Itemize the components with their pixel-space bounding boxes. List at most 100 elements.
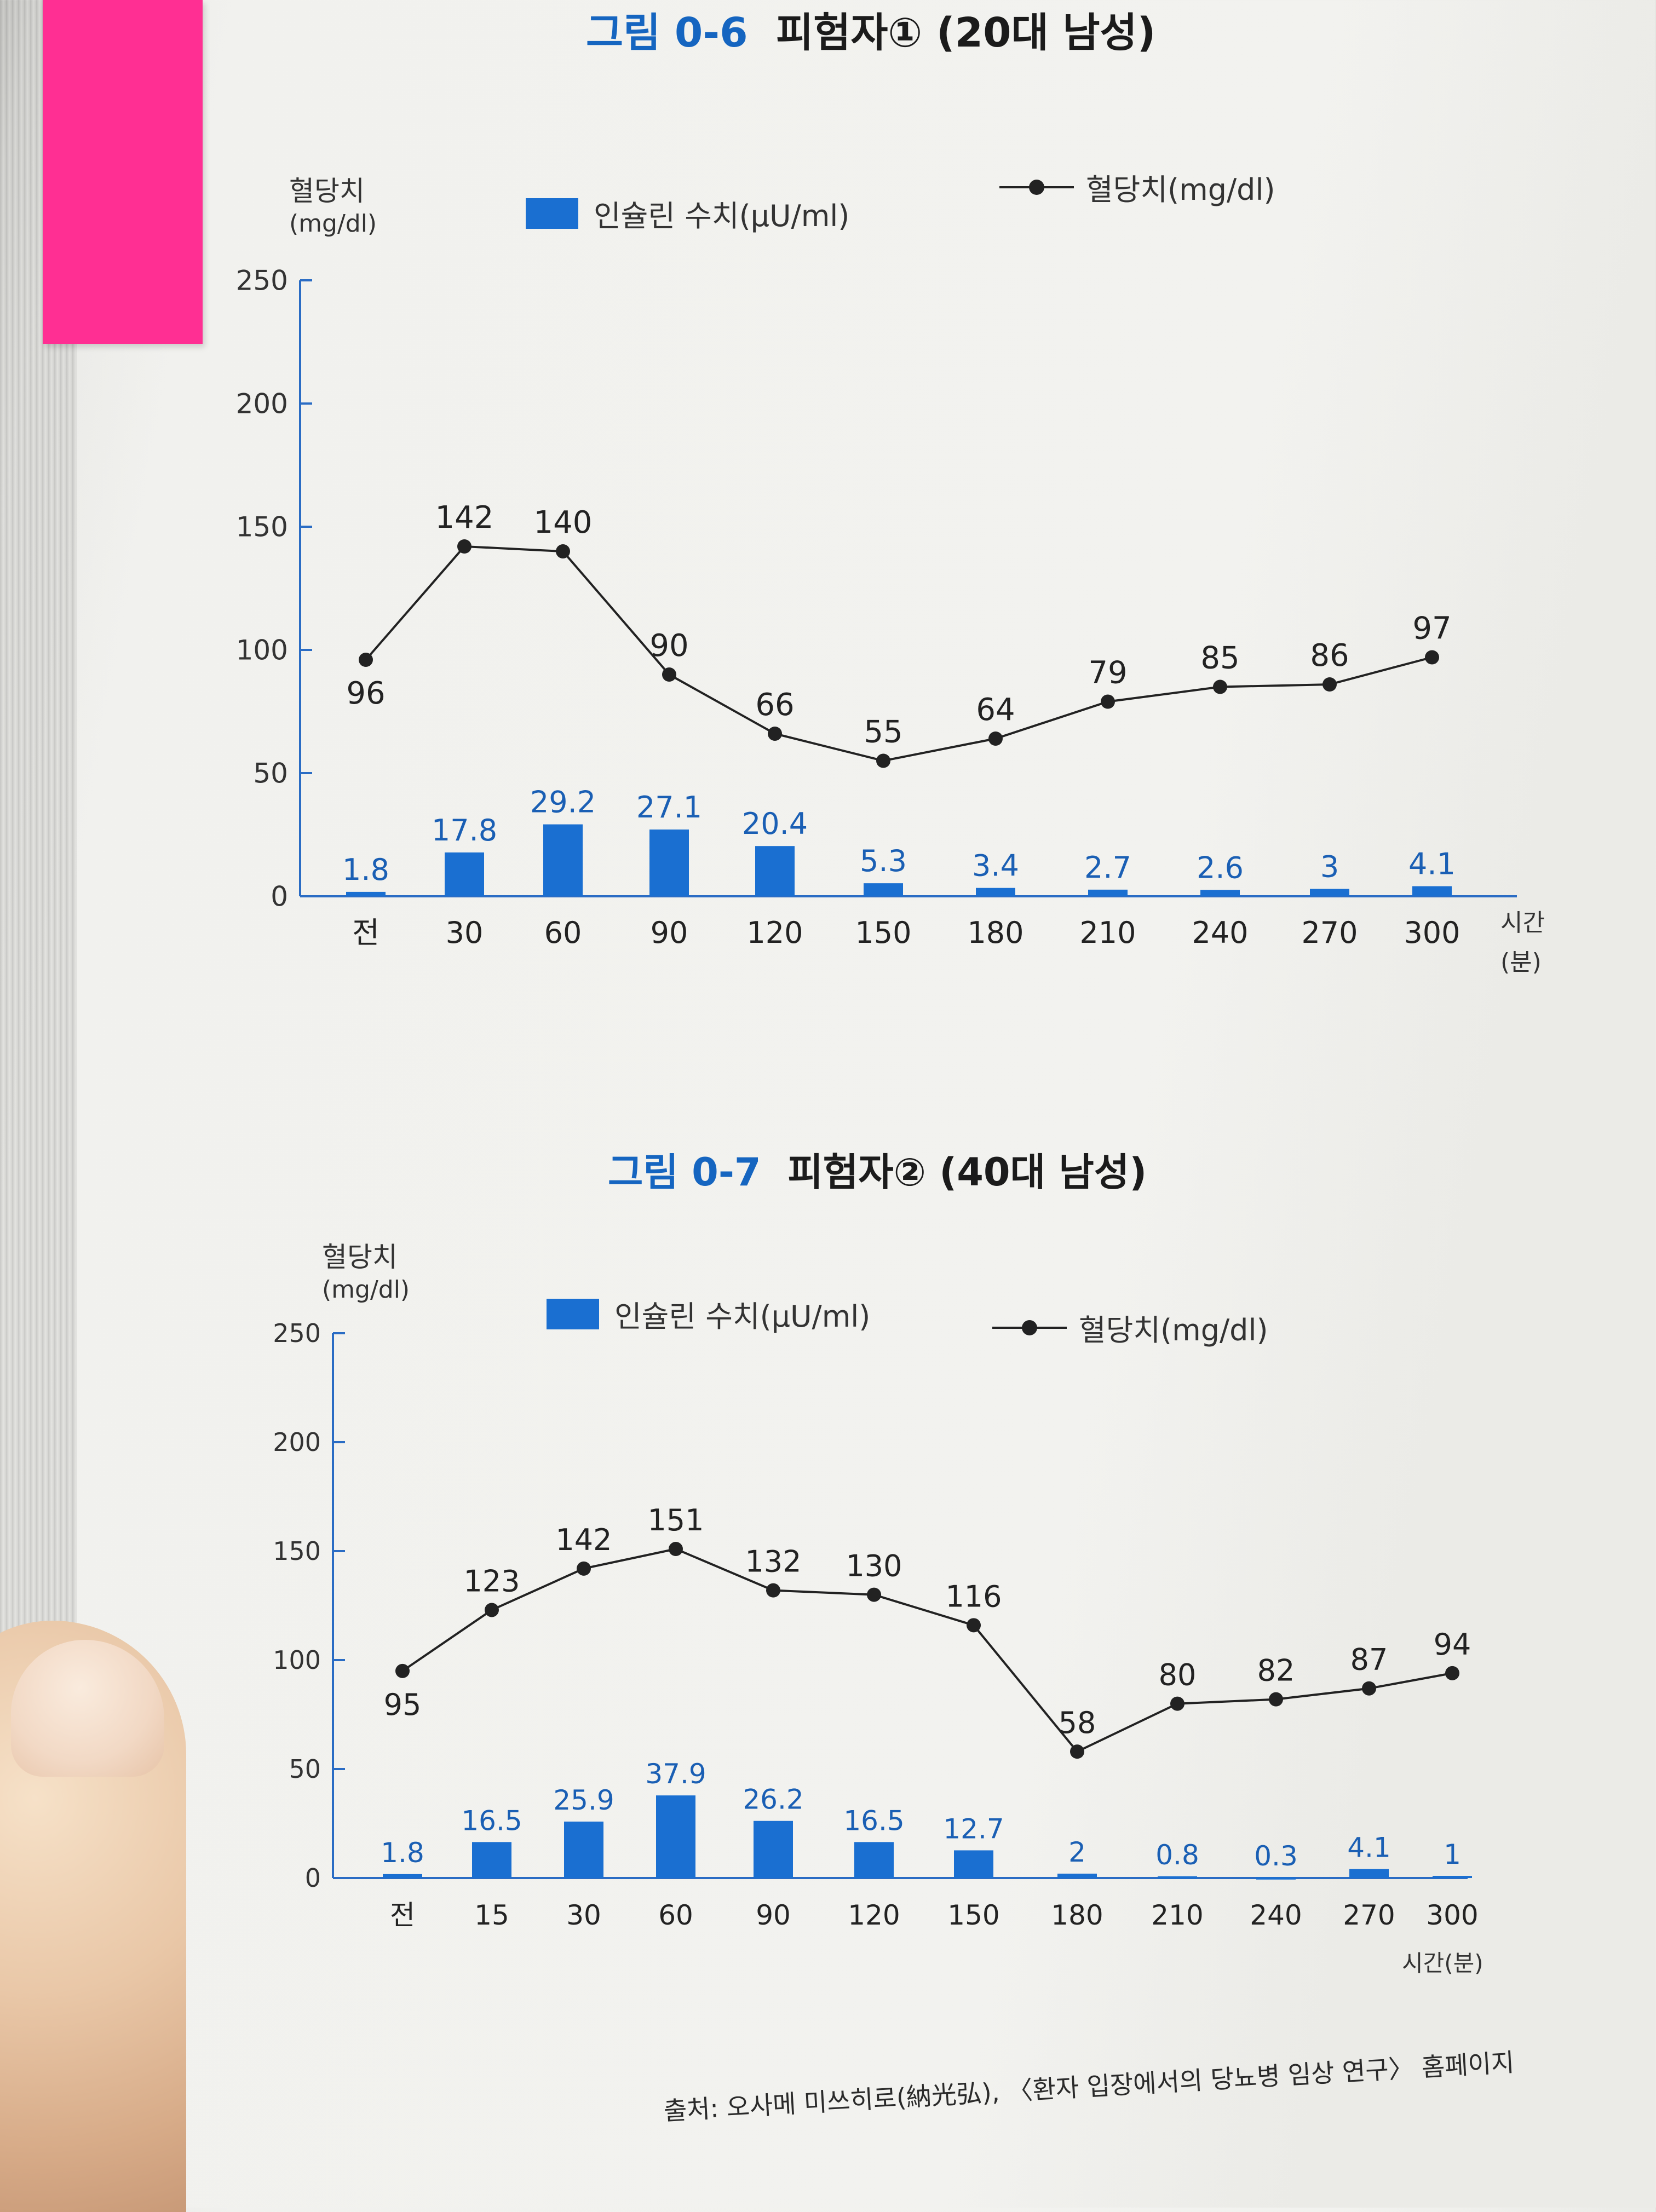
x-tick-label: 180	[1051, 1899, 1103, 1931]
glucose-point	[1170, 1696, 1185, 1711]
glucose-point	[556, 544, 570, 558]
insulin-value-label: 25.9	[553, 1784, 614, 1816]
insulin-bar	[976, 888, 1015, 896]
glucose-point	[967, 1618, 981, 1633]
legend-line-1: 혈당치(mg/dl)	[999, 165, 1275, 209]
glucose-point	[485, 1603, 499, 1617]
x-tick-label: 90	[756, 1899, 791, 1931]
insulin-bar	[383, 1874, 422, 1878]
y-tick-label: 50	[253, 758, 288, 790]
legend-swatch	[526, 198, 578, 229]
x-tick-label: 240	[1250, 1899, 1302, 1931]
glucose-point	[457, 539, 472, 554]
legend-bar-1: 인슐린 수치(μU/ml)	[526, 192, 849, 235]
glucose-value-label: 116	[945, 1579, 1002, 1614]
glucose-point	[768, 727, 782, 741]
x-axis-unit: (분)	[1500, 948, 1542, 976]
legend-bar-label: 인슐린 수치(μU/ml)	[614, 1299, 871, 1334]
insulin-value-label: 2	[1068, 1836, 1086, 1868]
legend-line-marker	[999, 179, 1074, 195]
insulin-value-label: 4.1	[1408, 847, 1456, 882]
insulin-bar	[1200, 890, 1240, 896]
legend-line-label: 혈당치(mg/dl)	[1086, 172, 1275, 207]
insulin-bar	[564, 1821, 603, 1878]
glucose-value-label: 55	[864, 715, 902, 750]
x-axis-label: 시간	[1500, 909, 1545, 937]
glucose-value-label: 140	[534, 505, 593, 540]
x-tick-label: 전	[390, 1899, 415, 1931]
insulin-bar	[1057, 1874, 1097, 1878]
insulin-value-label: 0.8	[1155, 1839, 1199, 1871]
insulin-bar	[649, 830, 689, 896]
glucose-value-label: 66	[755, 687, 794, 723]
insulin-bar	[754, 1821, 793, 1878]
x-tick-label: 180	[967, 915, 1024, 950]
insulin-bar	[1158, 1876, 1197, 1879]
x-tick-label: 15	[474, 1899, 509, 1931]
insulin-bar	[1349, 1869, 1389, 1878]
y-axis-title: 혈당치	[289, 175, 365, 207]
glucose-point	[988, 731, 1003, 746]
y-axis-label-1: 혈당치 (mg/dl)	[289, 174, 377, 239]
glucose-value-label: 151	[647, 1503, 704, 1537]
glucose-point	[1445, 1666, 1459, 1680]
chart-figure-0-6: 0 50 100 150 200 250 1.8 17.8 29.2 27.1 20.4 5.3 3.4…	[236, 265, 1545, 977]
glucose-point	[1070, 1744, 1084, 1759]
glucose-point	[1425, 650, 1439, 665]
insulin-value-label: 16.5	[461, 1805, 522, 1836]
x-tick-label: 60	[658, 1899, 693, 1931]
x-tick-label: 120	[746, 915, 803, 950]
glucose-value-label: 79	[1088, 655, 1127, 691]
insulin-value-label: 1.8	[381, 1837, 424, 1869]
glucose-point	[1269, 1692, 1283, 1707]
x-tick-label: 90	[651, 915, 688, 950]
x-tick-label: 300	[1426, 1899, 1478, 1931]
glucose-value-label: 142	[555, 1523, 612, 1557]
glucose-value-label: 87	[1350, 1643, 1388, 1677]
insulin-value-label: 37.9	[645, 1758, 706, 1790]
glucose-value-label: 58	[1059, 1706, 1096, 1740]
y-tick-label: 100	[273, 1645, 321, 1675]
insulin-bar	[656, 1795, 695, 1878]
x-tick-label: 30	[566, 1899, 601, 1931]
x-axis-label: 시간(분)	[1402, 1950, 1484, 1977]
glucose-value-label: 97	[1412, 611, 1451, 647]
insulin-value-label: 1.8	[342, 852, 389, 887]
insulin-value-label: 5.3	[860, 844, 907, 878]
insulin-bar	[854, 1842, 894, 1878]
insulin-value-label: 17.8	[432, 813, 497, 848]
insulin-value-label: 3.4	[972, 849, 1019, 883]
insulin-bar	[755, 846, 795, 896]
figure-title-1: 그림 0-6 피험자① (20대 남성)	[586, 0, 1155, 59]
insulin-value-label: 4.1	[1347, 1832, 1391, 1864]
insulin-bar	[864, 883, 903, 896]
legend-line-2: 혈당치(mg/dl)	[992, 1306, 1268, 1349]
insulin-bar	[1088, 889, 1128, 896]
x-tick-label: 150	[855, 915, 911, 950]
y-tick-label: 200	[236, 388, 288, 420]
glucose-point	[867, 1587, 881, 1602]
y-axis-label-2: 혈당치 (mg/dl)	[322, 1240, 410, 1305]
glucose-value-label: 96	[346, 676, 385, 711]
glucose-point	[669, 1542, 683, 1557]
glucose-point	[662, 667, 676, 682]
insulin-bar	[1433, 1876, 1472, 1879]
insulin-value-label: 16.5	[843, 1805, 904, 1836]
glucose-value-label: 142	[435, 500, 494, 535]
glucose-point	[1362, 1681, 1376, 1696]
insulin-bar	[1412, 886, 1452, 896]
insulin-value-label: 26.2	[743, 1784, 803, 1816]
glucose-value-label: 64	[976, 692, 1015, 728]
figure-label: 그림 0-7	[608, 1150, 761, 1195]
y-tick-label: 50	[289, 1754, 321, 1784]
glucose-value-label: 94	[1434, 1627, 1471, 1662]
insulin-bar	[954, 1850, 993, 1878]
figure-name: 피험자① (20대 남성)	[776, 9, 1156, 56]
glucose-line	[401, 1547, 1453, 1753]
glucose-point	[359, 653, 373, 667]
insulin-bar	[543, 824, 583, 896]
legend-swatch	[547, 1298, 599, 1329]
insulin-value-label: 0.3	[1254, 1840, 1298, 1872]
y-tick-label: 250	[273, 1318, 321, 1348]
glucose-point	[1101, 694, 1115, 709]
